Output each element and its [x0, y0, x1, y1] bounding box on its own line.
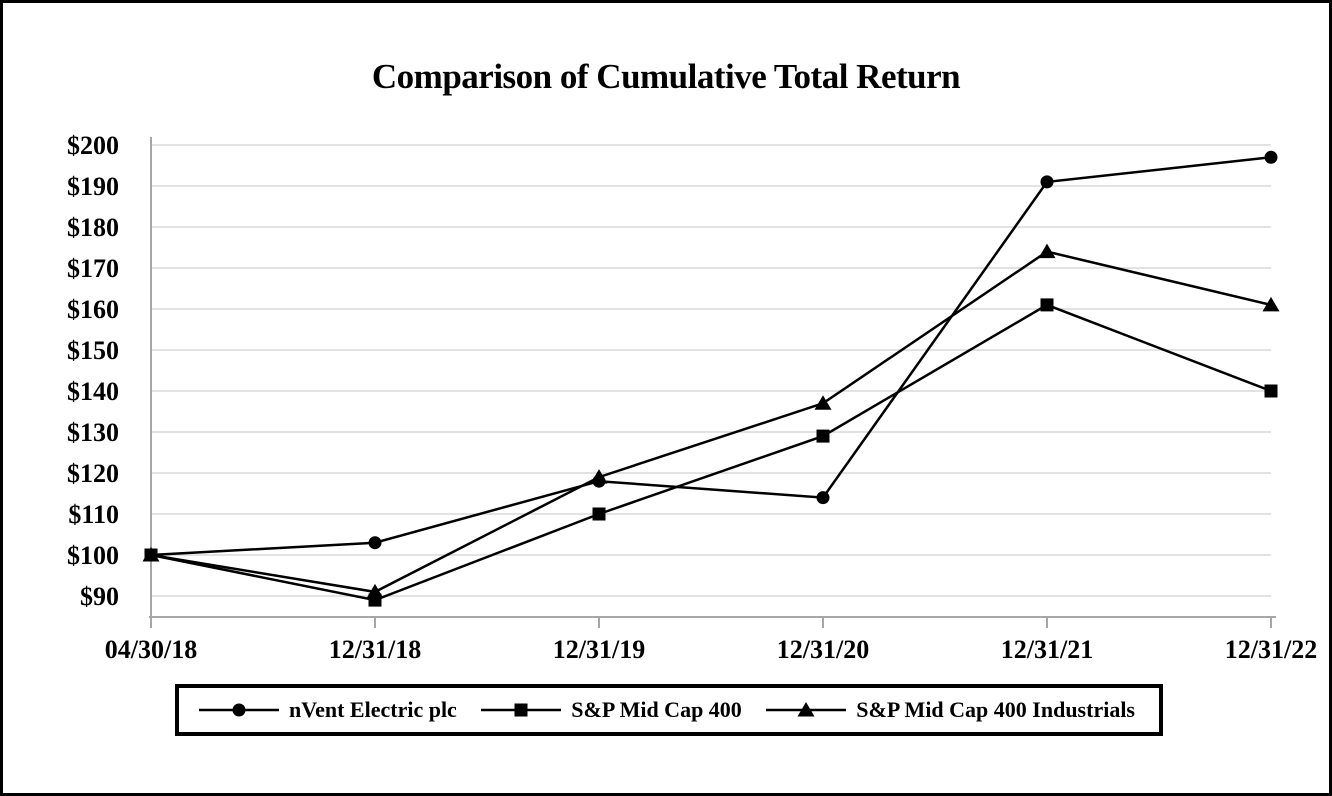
y-tick-label: $180: [67, 213, 119, 242]
triangle-marker-icon: [590, 469, 608, 484]
legend-label: nVent Electric plc: [289, 697, 457, 722]
triangle-marker-swatch: [766, 702, 847, 717]
triangle-marker-icon: [766, 701, 847, 719]
x-tick-label: 12/31/21: [1001, 635, 1093, 664]
square-marker-icon: [1040, 298, 1054, 312]
circle-marker-icon: [368, 536, 382, 550]
legend-item-nvent-electric-plc: nVent Electric plc: [199, 697, 457, 723]
square-marker-icon: [514, 703, 528, 717]
circle-marker-icon: [232, 703, 246, 717]
chart-title: Comparison of Cumulative Total Return: [371, 57, 961, 96]
y-tick-label: $110: [68, 500, 119, 529]
triangle-marker-icon: [142, 547, 160, 562]
y-tick-label: $190: [67, 172, 119, 201]
x-tick-label: 12/31/19: [553, 635, 645, 664]
y-tick-label: $150: [67, 336, 119, 365]
x-tick-label: 12/31/18: [329, 635, 421, 664]
series-line-1: [150, 303, 1272, 602]
legend: nVent Electric plc S&P Mid Cap 400 S&P M…: [175, 684, 1163, 736]
square-marker-icon: [481, 701, 562, 719]
square-marker-icon: [592, 507, 606, 521]
triangle-marker-icon: [366, 583, 384, 599]
triangle-marker-icon: [814, 395, 832, 410]
square-marker-icon: [1264, 384, 1278, 398]
y-tick-label: $100: [67, 541, 119, 570]
triangle-marker-icon: [1262, 296, 1280, 312]
legend-item-sp-mid-cap-400-industrials: S&P Mid Cap 400 Industrials: [766, 697, 1135, 723]
x-tick-label: 04/30/18: [105, 635, 197, 664]
y-tick-label: $120: [67, 459, 119, 488]
square-marker-icon: [816, 429, 830, 443]
series-line-0: [150, 156, 1272, 557]
circle-marker-icon: [816, 491, 830, 505]
plot-area: $200 $190 $180 $170 $160 $150 $140 $130 $120 $110…: [67, 131, 1317, 664]
y-tick-label: $160: [67, 295, 119, 324]
y-tick-label: $90: [80, 582, 119, 611]
series-line-2: [150, 250, 1272, 594]
circle-marker-icon: [1040, 175, 1054, 189]
circle-marker-swatch: [199, 703, 279, 717]
y-tick-label: $170: [67, 254, 119, 283]
x-tick-label: 12/31/20: [777, 635, 869, 664]
x-tick-label: 12/31/22: [1225, 635, 1317, 664]
legend-label: S&P Mid Cap 400: [571, 697, 742, 722]
y-tick-label: $200: [67, 131, 119, 160]
legend-item-sp-mid-cap-400: S&P Mid Cap 400: [481, 697, 742, 723]
circle-marker-icon: [1264, 150, 1278, 164]
triangle-marker-icon: [1038, 243, 1056, 259]
y-tick-label: $130: [67, 418, 119, 447]
circle-marker-icon: [199, 701, 279, 719]
square-marker-swatch: [481, 703, 562, 717]
triangle-marker-icon: [797, 702, 815, 717]
y-tick-label: $140: [67, 377, 119, 406]
legend-label: S&P Mid Cap 400 Industrials: [856, 697, 1135, 722]
